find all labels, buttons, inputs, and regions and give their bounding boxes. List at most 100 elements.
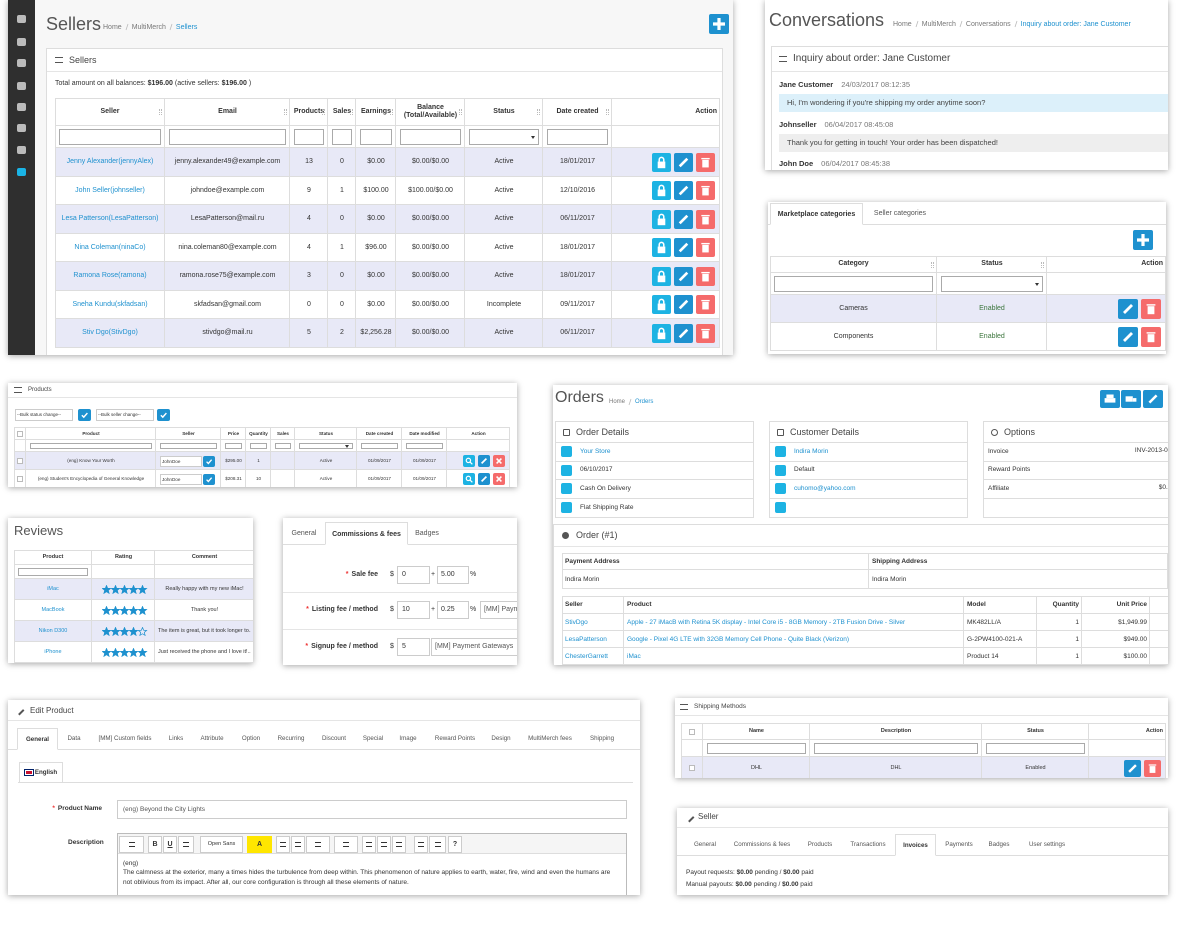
button[interactable]: [652, 181, 671, 201]
tab[interactable]: Special: [362, 735, 384, 742]
tab[interactable]: MultiMerch fees: [528, 735, 572, 742]
sidebar-icon[interactable]: [17, 15, 26, 23]
link[interactable]: John Seller(johnseller): [75, 186, 145, 194]
filter-select[interactable]: [299, 443, 353, 449]
link[interactable]: iPhone: [44, 649, 62, 655]
seller-select[interactable]: [160, 474, 202, 485]
fee-input[interactable]: [437, 566, 469, 584]
tab[interactable]: Payments: [945, 841, 973, 848]
tab[interactable]: [MM] Custom fields: [98, 735, 152, 742]
filter-input[interactable]: [30, 443, 152, 449]
toolbar-button[interactable]: [362, 836, 376, 853]
tab[interactable]: Commissions & fees: [325, 522, 408, 545]
tab[interactable]: Badges: [988, 841, 1010, 848]
filter-input[interactable]: [59, 129, 161, 145]
toolbar-button[interactable]: [276, 836, 290, 853]
breadcrumb-item[interactable]: Home: [103, 23, 122, 31]
fee-input[interactable]: [397, 601, 430, 619]
filter-input[interactable]: [169, 129, 286, 145]
method-select[interactable]: [480, 601, 517, 619]
link[interactable]: cuhomo@yahoo.com: [794, 484, 856, 492]
tab[interactable]: Design: [491, 735, 511, 742]
toolbar-button[interactable]: [119, 836, 144, 853]
button[interactable]: [203, 474, 215, 485]
language-tab[interactable]: English: [19, 762, 63, 783]
button[interactable]: [696, 295, 715, 315]
button[interactable]: [1143, 390, 1163, 408]
filter-input[interactable]: [400, 129, 461, 145]
filter-input[interactable]: [332, 129, 352, 145]
link[interactable]: StivDgo: [565, 619, 588, 626]
link[interactable]: iMac: [627, 653, 641, 660]
checkbox[interactable]: [17, 430, 23, 437]
filter-input[interactable]: [986, 743, 1085, 754]
sidebar-icon[interactable]: [17, 38, 26, 46]
toolbar-button[interactable]: [291, 836, 305, 853]
button[interactable]: [652, 266, 671, 286]
link[interactable]: Ramona Rose(ramona): [73, 272, 147, 279]
link[interactable]: Nikon D300: [38, 628, 68, 634]
sidebar-icon[interactable]: [17, 146, 26, 154]
breadcrumb-item[interactable]: Home: [893, 20, 912, 28]
button[interactable]: [478, 455, 490, 467]
button[interactable]: [1124, 759, 1141, 777]
tab[interactable]: Attribute: [200, 735, 224, 742]
fee-input[interactable]: [397, 566, 430, 584]
tab[interactable]: Commissions & fees: [733, 841, 791, 848]
filter-select[interactable]: [469, 129, 539, 145]
button[interactable]: [1141, 327, 1161, 347]
button[interactable]: [478, 473, 490, 485]
filter-select[interactable]: [941, 276, 1043, 292]
link[interactable]: Google - Pixel 4G LTE with 32GB Memory C…: [627, 636, 850, 643]
filter-input[interactable]: [361, 443, 398, 449]
button[interactable]: [674, 209, 693, 229]
filter-input[interactable]: [225, 443, 242, 449]
sidebar-icon[interactable]: [17, 103, 26, 111]
link[interactable]: iMac: [47, 586, 59, 592]
checkbox[interactable]: [689, 728, 695, 735]
button[interactable]: [493, 473, 505, 485]
button[interactable]: [674, 266, 693, 286]
toolbar-button[interactable]: [377, 836, 391, 853]
bulk-select[interactable]: [96, 409, 154, 421]
tab[interactable]: Option: [241, 735, 261, 742]
tab[interactable]: User settings: [1028, 841, 1066, 848]
button[interactable]: [696, 323, 715, 343]
filter-input[interactable]: [360, 129, 392, 145]
toolbar-button[interactable]: [178, 836, 194, 853]
tab[interactable]: General: [693, 841, 716, 848]
button[interactable]: [1100, 390, 1120, 408]
toolbar-button[interactable]: [414, 836, 428, 853]
tab[interactable]: Transactions: [850, 841, 886, 848]
seller-select[interactable]: [160, 456, 202, 467]
tab[interactable]: Recurring: [277, 735, 305, 742]
button[interactable]: [674, 295, 693, 315]
toolbar-button[interactable]: [392, 836, 406, 853]
button[interactable]: [203, 456, 215, 467]
tab[interactable]: Shipping: [589, 735, 615, 742]
filter-input[interactable]: [160, 443, 217, 449]
link[interactable]: Sneha Kundu(skfadsan): [72, 300, 148, 308]
tab[interactable]: Seller categories: [873, 210, 927, 217]
link[interactable]: Lesa Patterson(LesaPatterson): [61, 215, 159, 222]
tab[interactable]: General: [17, 728, 58, 750]
button[interactable]: [1118, 327, 1138, 347]
filter-input[interactable]: [18, 568, 88, 576]
button[interactable]: [78, 409, 91, 421]
button[interactable]: [652, 152, 671, 172]
link[interactable]: Your Store: [580, 447, 611, 455]
tab[interactable]: Data: [67, 735, 81, 742]
product-name-input[interactable]: [117, 800, 627, 819]
button[interactable]: [157, 409, 170, 421]
tab[interactable]: Badges: [415, 530, 439, 537]
tab[interactable]: Reward Points: [434, 735, 476, 742]
button[interactable]: [696, 181, 715, 201]
button[interactable]: [696, 266, 715, 286]
checkbox[interactable]: [17, 458, 23, 464]
tab[interactable]: Marketplace categories: [770, 203, 863, 225]
button[interactable]: [1121, 390, 1141, 408]
checkbox[interactable]: [17, 476, 23, 482]
sidebar-icon[interactable]: [17, 168, 26, 176]
breadcrumb-item[interactable]: Sellers: [175, 23, 198, 31]
link[interactable]: LesaPatterson: [565, 636, 607, 643]
